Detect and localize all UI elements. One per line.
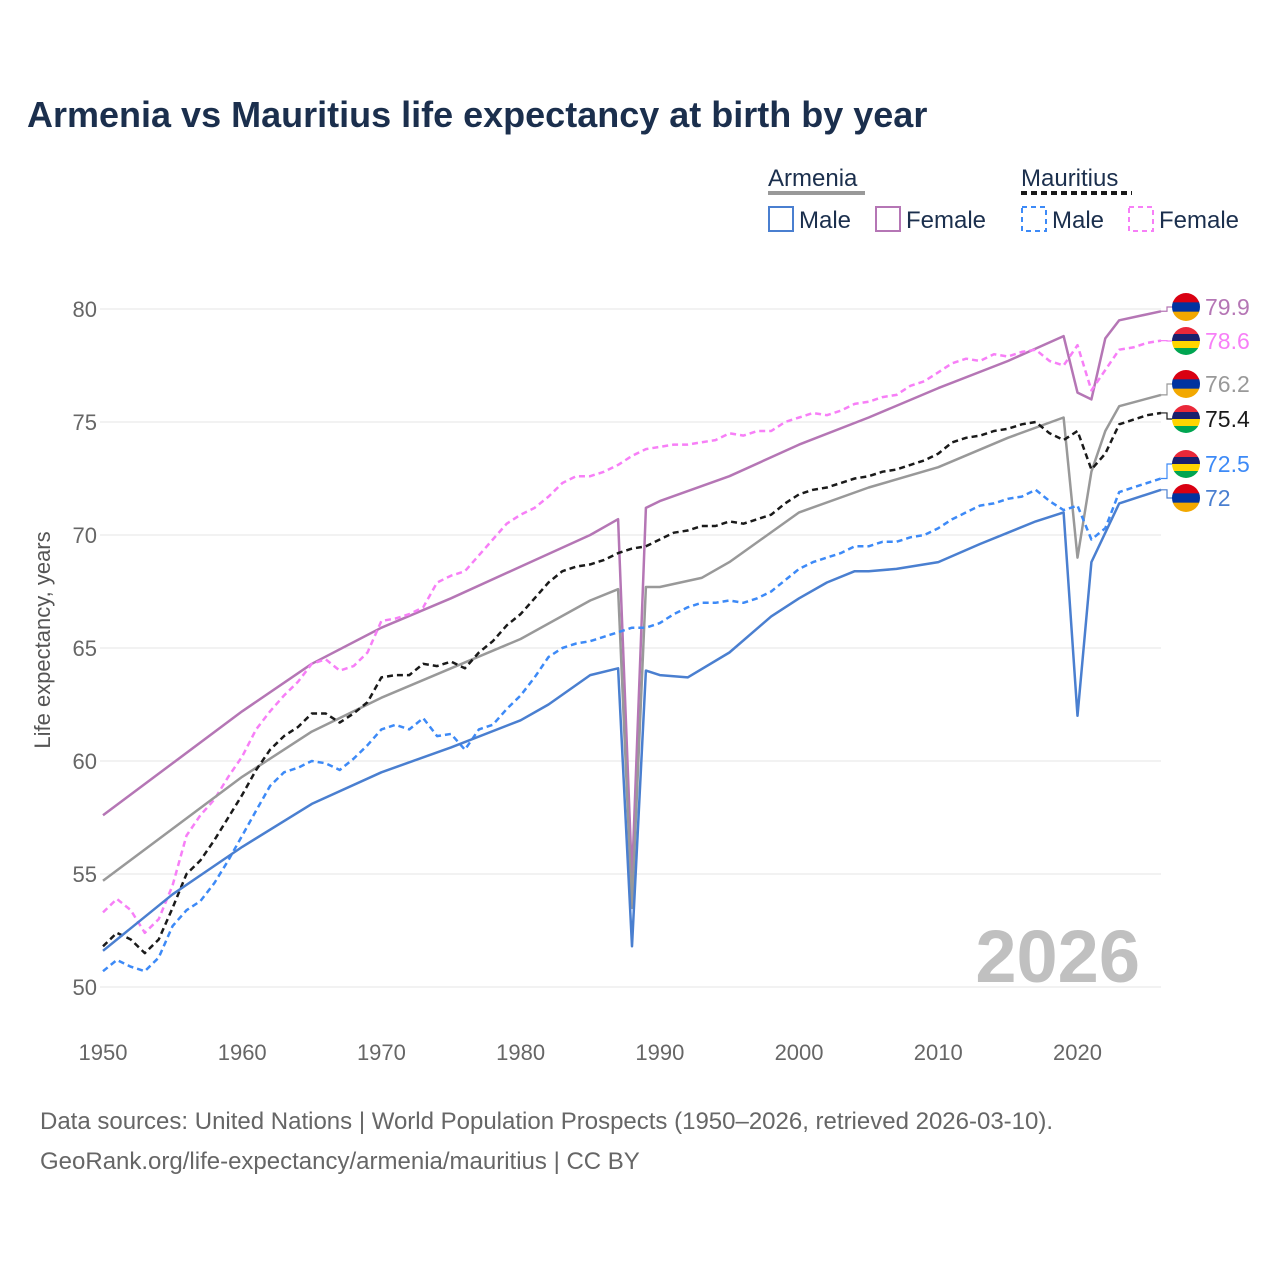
series-line-armenia: [102, 393, 1162, 910]
end-value-label: 76.2: [1205, 371, 1250, 397]
year-watermark: 2026: [975, 915, 1140, 998]
x-tick-label: 1990: [635, 1040, 684, 1065]
legend-armenia-male-swatch: [768, 206, 794, 232]
legend-mauritius-male-swatch: [1021, 206, 1047, 232]
end-value-label: 72.5: [1205, 451, 1250, 477]
y-tick-label: 50: [73, 975, 97, 1000]
x-tick-label: 2020: [1053, 1040, 1102, 1065]
end-value-label: 78.6: [1205, 328, 1250, 354]
series-line-armenia-female: [102, 310, 1162, 880]
source-line: Data sources: United Nations | World Pop…: [40, 1108, 1054, 1135]
y-tick-label: 55: [73, 862, 97, 887]
y-tick-label: 75: [73, 410, 97, 435]
label-connector: [1161, 463, 1173, 480]
mauritius-flag-icon: [1172, 327, 1200, 355]
series-line-mauritius-female: [102, 339, 1162, 935]
x-tick-label: 1950: [79, 1040, 128, 1065]
legend-armenia-male: Male: [799, 207, 851, 234]
series-line-mauritius: [102, 411, 1162, 955]
y-tick-label: 80: [73, 297, 97, 322]
end-value-label: 75.4: [1205, 406, 1250, 432]
armenia-flag-icon: [1172, 484, 1200, 512]
legend-mauritius-female-swatch: [1128, 206, 1154, 232]
armenia-flag-icon: [1172, 370, 1200, 398]
mauritius-flag-icon: [1172, 450, 1200, 478]
source-link[interactable]: GeoRank.org/life-expectancy/armenia/maur…: [40, 1148, 640, 1175]
armenia-flag-icon: [1172, 293, 1200, 321]
y-axis-label: Life expectancy, years: [30, 531, 55, 748]
end-value-label: 79.9: [1205, 294, 1250, 320]
legend-armenia-female-swatch: [875, 206, 901, 232]
label-connector: [1161, 489, 1173, 499]
x-tick-label: 1970: [357, 1040, 406, 1065]
mauritius-flag-icon: [1172, 405, 1200, 433]
y-tick-label: 70: [73, 523, 97, 548]
legend-mauritius: Mauritius: [1021, 165, 1118, 192]
series-line-armenia-male: [102, 488, 1162, 952]
x-tick-label: 2000: [775, 1040, 824, 1065]
x-tick-label: 2010: [914, 1040, 963, 1065]
label-connector: [1161, 306, 1173, 312]
series-line-mauritius-male: [102, 477, 1162, 973]
end-value-label: 72: [1205, 485, 1231, 511]
legend-mauritius-female: Female: [1159, 207, 1239, 234]
legend-armenia-female: Female: [906, 207, 986, 234]
chart-title: Armenia vs Mauritius life expectancy at …: [27, 94, 928, 135]
label-connector: [1161, 412, 1173, 420]
legend-armenia: Armenia: [768, 165, 858, 192]
legend-mauritius-male: Male: [1052, 207, 1104, 234]
y-tick-label: 65: [73, 636, 97, 661]
x-tick-label: 1980: [496, 1040, 545, 1065]
x-tick-label: 1960: [218, 1040, 267, 1065]
y-tick-label: 60: [73, 749, 97, 774]
legend: Armenia Male Female Mauritius Male Femal…: [768, 165, 1239, 234]
label-connector: [1161, 383, 1173, 396]
